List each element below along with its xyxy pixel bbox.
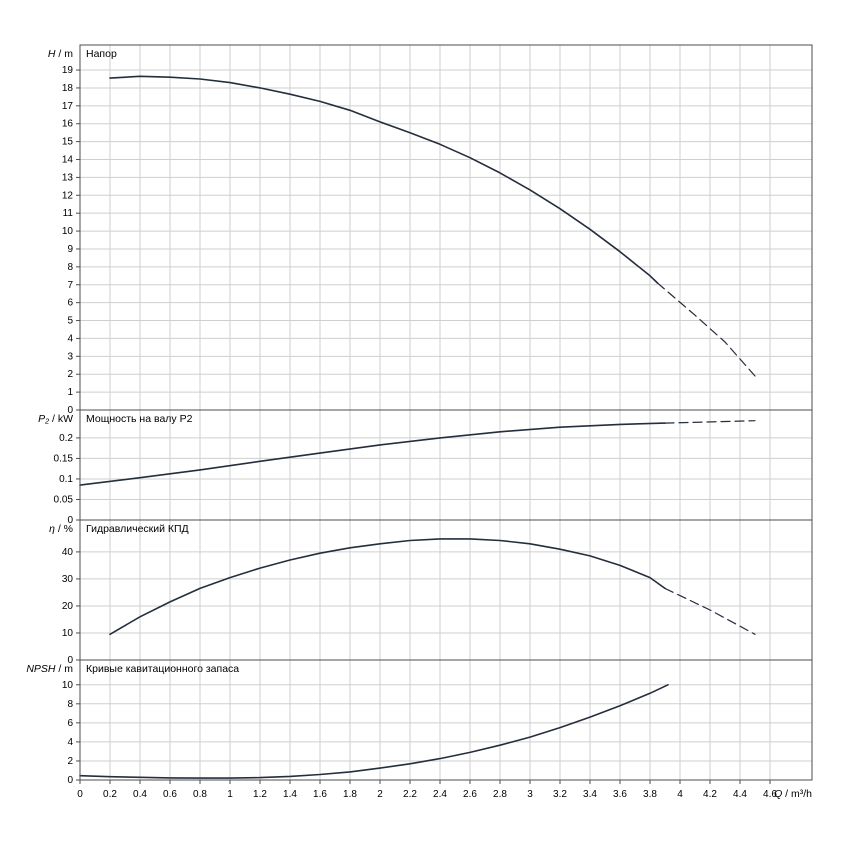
panel-title: Мощность на валу P2 [86,413,193,425]
y-tick-label: 10 [62,226,74,237]
x-tick-label: 4.4 [733,789,747,800]
y-tick-label: 30 [62,574,74,585]
y-tick-label: 3 [67,351,73,362]
panel-title: Кривые кавитационного запаса [86,663,239,675]
y-tick-label: 5 [67,316,73,327]
x-tick-label: 4.6 [763,789,777,800]
y-tick-label: 7 [67,280,73,291]
y-tick-label: 16 [62,119,74,130]
x-tick-label: 1.8 [343,789,357,800]
shaft-power-curve [79,422,666,486]
y-tick-label: 0 [67,405,73,416]
y-axis-label: H / m [48,48,73,60]
y-tick-label: 10 [62,680,74,691]
x-tick-label: 2.6 [463,789,477,800]
y-tick-label: 20 [62,601,74,612]
x-axis-label: Q / m³/h [774,788,812,800]
y-tick-label: 4 [67,333,73,344]
grid-layer [80,45,812,780]
efficiency-extrapolated [664,587,756,635]
y-tick-label: 17 [62,101,74,112]
y-tick-label: 8 [67,262,73,273]
y-tick-label: 0 [67,775,73,786]
x-tick-label: 2.8 [493,789,507,800]
y-tick-label: 0.1 [59,474,73,485]
x-tick-label: 0.4 [133,789,147,800]
y-axis-label: P₂ / kW [38,413,73,425]
x-tick-label: 0 [77,789,83,800]
head-curve [109,75,659,284]
x-tick-label: 1.4 [283,789,297,800]
curves-layer [79,75,756,779]
shaft-power-extrapolated [664,420,756,424]
y-tick-label: 11 [63,208,74,219]
y-axis-label: NPSH / m [26,663,73,675]
x-tick-label: 3.4 [583,789,597,800]
x-tick-label: 2 [377,789,383,800]
head-curve-extrapolated [656,282,756,377]
y-tick-label: 0.05 [54,494,74,505]
y-axis-label: η / % [49,523,73,535]
y-tick-label: 10 [62,628,74,639]
y-tick-label: 15 [62,137,74,148]
y-tick-label: 40 [62,547,74,558]
y-tick-label: 4 [67,737,73,748]
y-tick-label: 2 [67,756,73,767]
y-tick-label: 14 [62,155,74,166]
y-tick-label: 19 [62,65,74,76]
x-tick-label: 3 [527,789,533,800]
y-tick-label: 6 [67,718,73,729]
x-tick-label: 0.6 [163,789,177,800]
x-tick-label: 3.2 [553,789,567,800]
y-tick-label: 6 [67,298,73,309]
x-tick-label: 0.8 [193,789,207,800]
x-tick-label: 1 [227,789,233,800]
y-tick-label: 1 [67,387,73,398]
panel-title: Напор [86,48,117,60]
x-tick-label: 2.4 [433,789,447,800]
npsh-curve [79,684,669,779]
y-tick-label: 0 [67,515,73,526]
plot-border [79,44,813,781]
panel-title: Гидравлический КПД [86,523,189,535]
x-tick-label: 3.8 [643,789,657,800]
labels-layer: 0 0.2 0.4 0.6 0.8 1 1.2 1.4 1.6 1.8 2 2.2 2.4 2.6 2.8 3… [26,48,812,800]
y-tick-label: 0.15 [54,453,74,464]
x-tick-label: 1.2 [253,789,267,800]
x-tick-label: 2.2 [403,789,417,800]
efficiency-curve [109,538,666,636]
y-tick-label: 0 [67,655,73,666]
x-tick-label: 4.2 [703,789,717,800]
x-tick-label: 3.6 [613,789,627,800]
y-tick-label: 13 [62,172,74,183]
y-tick-label: 0.2 [59,433,73,444]
y-tick-label: 18 [62,83,74,94]
y-tick-label: 9 [67,244,73,255]
y-tick-label: 2 [67,369,73,380]
x-tick-label: 4 [677,789,683,800]
y-tick-label: 8 [67,699,73,710]
x-tick-label: 0.2 [103,789,117,800]
x-tick-label: 1.6 [313,789,327,800]
y-tick-label: 12 [62,190,74,201]
axes-layer [76,44,813,784]
